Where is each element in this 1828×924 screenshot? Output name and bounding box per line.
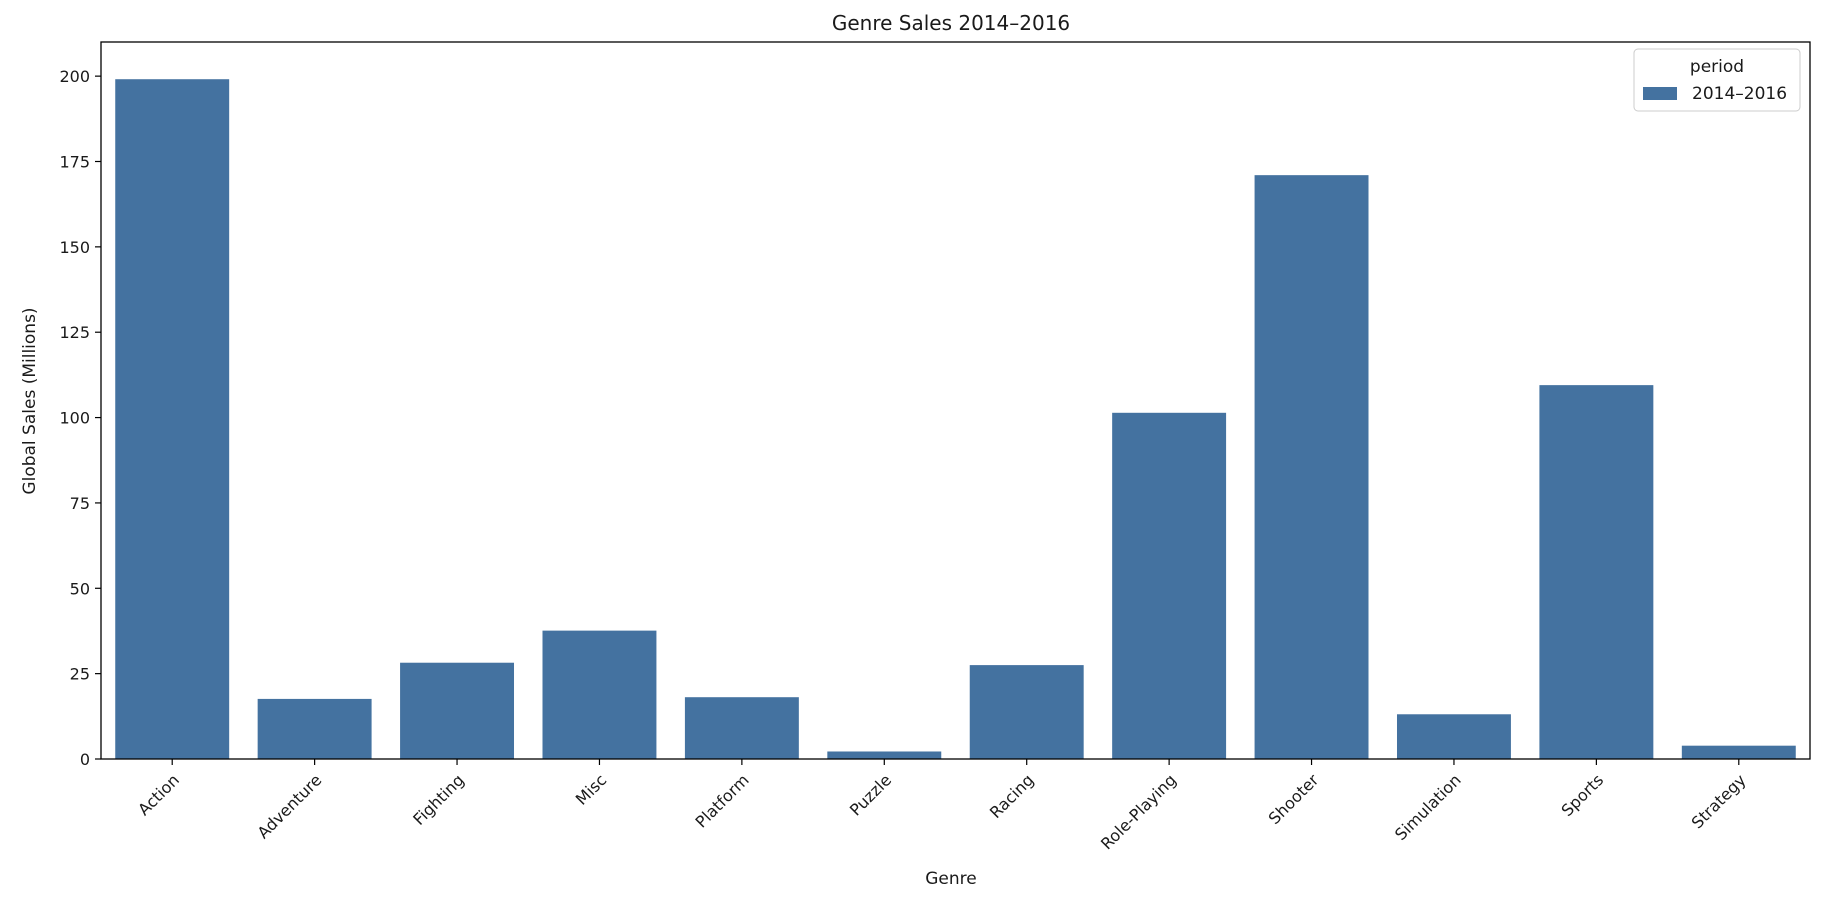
bar-misc: [542, 631, 656, 759]
y-tick-label: 175: [59, 153, 90, 172]
bar-adventure: [258, 699, 372, 759]
bar-racing: [970, 665, 1084, 759]
y-tick-label: 100: [59, 409, 90, 428]
bar-shooter: [1255, 175, 1369, 759]
bar-role-playing: [1112, 413, 1226, 759]
bar-strategy: [1682, 746, 1796, 759]
y-tick-label: 150: [59, 238, 90, 257]
bar-simulation: [1397, 714, 1511, 759]
y-tick-label: 125: [59, 323, 90, 342]
y-tick-label: 25: [70, 665, 90, 684]
bar-platform: [685, 697, 799, 759]
y-tick-label: 0: [80, 750, 90, 769]
legend-title: period: [1690, 57, 1744, 77]
y-tick-label: 75: [70, 494, 90, 513]
bar-sports: [1539, 385, 1653, 759]
bar-action: [115, 79, 229, 759]
legend: period 2014–2016: [1634, 49, 1800, 111]
chart-title: Genre Sales 2014–2016: [832, 11, 1070, 35]
y-tick-label: 50: [70, 579, 90, 598]
bar-puzzle: [827, 751, 941, 759]
y-tick-label: 200: [59, 67, 90, 86]
legend-label: 2014–2016: [1692, 84, 1787, 104]
y-axis-label: Global Sales (Millions): [20, 307, 40, 494]
legend-swatch: [1643, 87, 1677, 100]
x-axis-label: Genre: [925, 869, 976, 889]
bar-fighting: [400, 663, 514, 759]
